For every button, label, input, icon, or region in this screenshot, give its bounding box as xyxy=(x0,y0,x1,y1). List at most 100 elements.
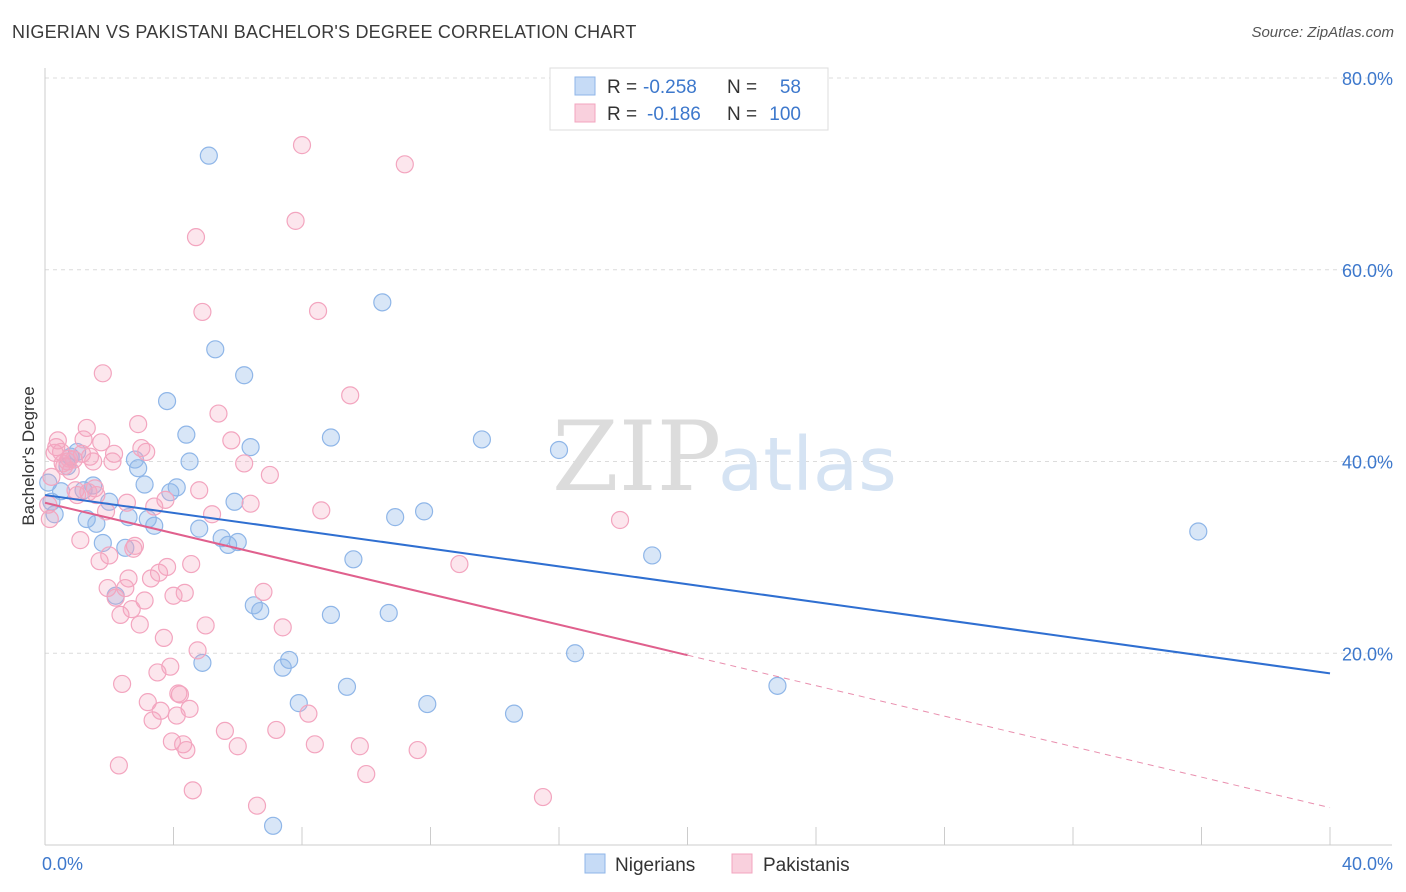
pakistani-point xyxy=(164,586,183,605)
nigerian-point xyxy=(549,440,569,460)
pakistani-point xyxy=(350,737,369,756)
nigerian-point xyxy=(251,601,270,621)
nigerian-point xyxy=(39,473,58,492)
pakistani-point xyxy=(130,615,149,634)
pakistani-point xyxy=(122,600,141,619)
pakistani-point xyxy=(202,505,222,524)
pakistani-point xyxy=(357,764,376,784)
pakistani-point xyxy=(119,569,138,588)
pakistani-point xyxy=(156,490,175,509)
pakistani-point xyxy=(143,711,162,730)
pakistani-trend-line-extension xyxy=(687,654,1331,809)
pakistani-point xyxy=(228,737,247,756)
nigerian-point xyxy=(241,438,260,457)
nigerian-point xyxy=(77,509,96,529)
trend-lines xyxy=(44,494,1331,809)
bottom-legend-pakistanis: Pakistanis xyxy=(763,855,850,876)
pakistani-point xyxy=(103,452,122,471)
nigerian-point xyxy=(228,532,247,552)
pakistani-point xyxy=(286,211,305,230)
legend-r-value-2: -0.186 xyxy=(647,104,701,125)
nigerian-trend-line xyxy=(44,494,1331,675)
chart-title: NIGERIAN VS PAKISTANI BACHELOR'S DEGREE … xyxy=(12,22,637,42)
legend-n-label-1: N = xyxy=(727,77,757,98)
pakistani-point xyxy=(98,578,117,598)
legend-n-value-2: 100 xyxy=(769,104,801,125)
pakistani-point xyxy=(111,605,130,625)
pakistani-point xyxy=(292,136,312,155)
pakistani-point xyxy=(129,415,148,434)
pakistani-point xyxy=(188,641,207,660)
bottom-legend-swatch-nigerians xyxy=(584,853,606,874)
y-tick-label: 20.0% xyxy=(1342,644,1393,664)
pakistani-point xyxy=(154,628,173,648)
pakistani-point xyxy=(408,740,427,760)
pakistani-point xyxy=(209,404,228,423)
pakistani-point xyxy=(450,554,469,574)
pakistani-point xyxy=(174,735,193,754)
bottom-legend-swatch-pakistanis xyxy=(731,853,753,874)
pakistani-point xyxy=(125,536,145,555)
pakistani-point xyxy=(196,616,215,635)
nigerian-point xyxy=(206,340,225,359)
nigerian-point xyxy=(235,366,254,385)
pakistani-trend-line xyxy=(44,501,688,657)
series-legend: Nigerians Pakistanis xyxy=(584,853,850,876)
pakistani-point xyxy=(112,674,132,694)
nigerian-point xyxy=(180,452,199,471)
data-points xyxy=(39,136,1208,835)
nigerian-point xyxy=(157,391,177,411)
nigerian-point xyxy=(167,478,186,497)
pakistani-point xyxy=(124,539,143,558)
tick-labels: 20.0% 40.0% 60.0% 80.0% 0.0% 40.0% xyxy=(42,69,1393,874)
pakistani-point xyxy=(177,740,196,760)
nigerian-point xyxy=(373,293,392,312)
bottom-legend-nigerians: Nigerians xyxy=(615,855,695,876)
pakistani-point xyxy=(169,684,188,703)
nigerian-point xyxy=(337,677,357,696)
pakistani-point xyxy=(48,431,67,450)
pakistani-point xyxy=(92,433,111,452)
axes xyxy=(44,68,1392,846)
pakistani-point xyxy=(254,582,273,601)
stats-legend-box xyxy=(549,67,829,131)
pakistani-point xyxy=(74,430,93,449)
y-axis-label: Bachelor's Degree xyxy=(19,386,38,525)
pakistani-point xyxy=(161,657,180,676)
pakistani-point xyxy=(610,510,630,530)
watermark: ZIP atlas xyxy=(552,401,897,513)
nigerian-point xyxy=(129,459,148,478)
pakistani-point xyxy=(93,364,112,383)
legend-n-label-2: N = xyxy=(727,104,757,125)
pakistani-point xyxy=(175,583,194,602)
nigerian-point xyxy=(418,694,437,714)
y-tick-label: 80.0% xyxy=(1342,69,1393,89)
pakistani-point xyxy=(267,720,286,740)
pakistani-point xyxy=(190,481,209,500)
nigerian-point xyxy=(321,605,341,625)
pakistani-point xyxy=(77,418,96,438)
pakistani-point xyxy=(193,302,212,322)
pakistani-point xyxy=(100,546,119,565)
nigerian-point xyxy=(643,546,662,565)
nigerian-point xyxy=(177,425,196,444)
legend-r-value-1: -0.258 xyxy=(643,77,697,98)
legend-n-value-1: 58 xyxy=(780,77,801,98)
pakistani-point xyxy=(104,444,124,463)
pakistani-point xyxy=(42,467,61,486)
nigerian-point xyxy=(199,146,218,165)
nigerian-point xyxy=(504,704,524,723)
pakistani-point xyxy=(299,704,318,723)
nigerian-point xyxy=(565,644,585,663)
pakistani-point xyxy=(235,454,254,473)
pakistani-point xyxy=(260,465,279,485)
pakistani-point xyxy=(341,386,360,405)
legend-swatch-pakistanis xyxy=(574,103,596,123)
pakistani-point xyxy=(138,693,157,712)
y-tick-label: 40.0% xyxy=(1342,453,1393,473)
pakistani-point xyxy=(186,228,206,247)
legend-r-label-1: R = xyxy=(607,77,637,98)
pakistani-point xyxy=(162,732,181,751)
nigerian-point xyxy=(472,430,491,449)
